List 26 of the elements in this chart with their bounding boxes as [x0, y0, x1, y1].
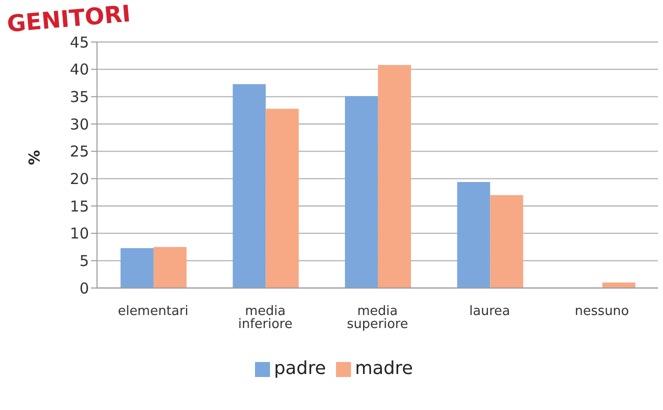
- bar: [602, 282, 636, 288]
- bar: [154, 247, 187, 288]
- bar: [232, 84, 266, 288]
- bar: [120, 248, 154, 288]
- bar: [457, 182, 490, 288]
- y-tick-label: 25: [70, 142, 89, 161]
- y-tick-label: 5: [79, 252, 89, 270]
- y-tick-label: 40: [70, 60, 89, 79]
- x-tick-label: laurea: [469, 304, 510, 320]
- x-tick-label: media superiore: [346, 304, 408, 332]
- y-tick-label: 0: [79, 279, 89, 298]
- y-tick-label: 15: [70, 197, 89, 216]
- y-axis-title: %: [25, 150, 44, 165]
- legend-label: padre: [274, 358, 326, 379]
- y-tick-label: 35: [70, 88, 89, 106]
- y-tick-label: 10: [70, 224, 89, 243]
- bar: [266, 108, 299, 288]
- bar: [378, 64, 411, 288]
- x-tick-label: nessuno: [574, 304, 630, 320]
- x-tick-label: elementari: [118, 304, 188, 320]
- bar: [344, 96, 378, 288]
- legend-label: madre: [354, 358, 414, 379]
- y-tick-label: 30: [70, 115, 89, 134]
- x-tick-label: media inferiore: [238, 304, 293, 332]
- y-tick-label: 20: [70, 170, 89, 188]
- bar: [490, 195, 524, 288]
